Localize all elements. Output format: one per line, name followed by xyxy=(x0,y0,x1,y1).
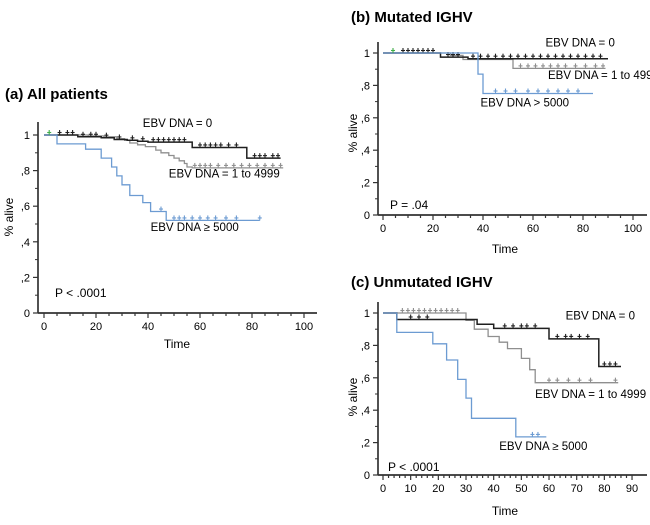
curve-label: EBV DNA = 0 xyxy=(546,38,615,50)
x-tick-label: 0 xyxy=(380,223,386,235)
y-tick-label: ,2 xyxy=(361,438,370,450)
y-tick-label: 0 xyxy=(364,210,370,222)
panel-a-title: (a) All patients xyxy=(5,86,108,103)
panel-a-p-value: P < .0001 xyxy=(55,286,107,300)
y-tick-label: ,4 xyxy=(361,405,370,417)
x-tick-label: 0 xyxy=(41,321,47,333)
x-tick-label: 30 xyxy=(460,483,472,495)
panel-b-title: (b) Mutated IGHV xyxy=(351,9,473,26)
curve-label: EBV DNA ≥ 5000 xyxy=(151,222,239,234)
y-tick-label: ,6 xyxy=(21,201,30,213)
y-tick-label: 0 xyxy=(364,470,370,482)
panel-b-y-axis-label: % alive xyxy=(346,113,360,152)
x-tick-label: 40 xyxy=(142,321,154,333)
panel-a-x-axis-label: Time xyxy=(164,337,191,351)
curve-label: EBV DNA ≥ 5000 xyxy=(499,441,587,453)
panel-c-y-axis-label: % alive xyxy=(346,377,360,416)
x-tick-label: 60 xyxy=(527,223,539,235)
x-tick-label: 20 xyxy=(90,321,102,333)
x-tick-label: 20 xyxy=(432,483,444,495)
y-tick-label: ,2 xyxy=(361,178,370,190)
curve-label: EBV DNA = 0 xyxy=(143,118,212,130)
panel-b-plot-area: 0 20 40 60 80 100 1 ,8 ,6 ,4 ,2 0 EBV DNA = 0 EBV DNA… xyxy=(361,38,650,235)
x-tick-label: 10 xyxy=(405,483,417,495)
y-tick-label: ,8 xyxy=(361,340,370,352)
panel-b-x-axis-label: Time xyxy=(492,242,519,256)
panel-b: (b) Mutated IGHV % alive Time P = .04 0 2… xyxy=(346,9,650,256)
km-curve-c-gray xyxy=(383,312,619,384)
x-tick-label: 60 xyxy=(543,483,555,495)
x-tick-label: 80 xyxy=(598,483,610,495)
panel-c-x-axis-label: Time xyxy=(492,504,519,518)
panel-a: (a) All patients % alive Time P < .0001 … xyxy=(2,86,317,351)
curve-label: EBV DNA = 1 to 4999 xyxy=(169,169,280,181)
km-curve-b-blue xyxy=(383,52,593,95)
x-tick-label: 100 xyxy=(295,321,313,333)
y-tick-label: 1 xyxy=(364,308,370,320)
y-tick-label: ,2 xyxy=(21,272,30,284)
km-curve-a-blue xyxy=(44,134,260,222)
x-tick-label: 80 xyxy=(577,223,589,235)
km-curve-c-blue xyxy=(383,312,547,438)
curve-label: EBV DNA = 1 to 4999 xyxy=(548,70,650,82)
x-tick-label: 40 xyxy=(477,223,489,235)
y-tick-label: 0 xyxy=(24,308,30,320)
panel-a-y-axis-label: % alive xyxy=(2,197,16,236)
panel-a-plot-area: 0 20 40 60 80 100 1 ,8 ,6 ,4 ,2 0 EBV DNA = 0 EBV DNA… xyxy=(21,118,317,333)
panel-b-p-value: P = .04 xyxy=(390,198,428,212)
y-tick-label: ,4 xyxy=(21,237,30,249)
curve-label: EBV DNA = 0 xyxy=(566,310,635,322)
x-tick-label: 0 xyxy=(380,483,386,495)
y-tick-label: ,8 xyxy=(361,80,370,92)
curve-label: EBV DNA = 1 to 4999 xyxy=(535,389,646,401)
x-tick-label: 20 xyxy=(427,223,439,235)
x-tick-label: 80 xyxy=(246,321,258,333)
y-tick-label: ,6 xyxy=(361,113,370,125)
km-curve-a-black xyxy=(44,134,281,159)
y-tick-label: 1 xyxy=(364,48,370,60)
panel-c: (c) Unmutated IGHV % alive Time P < .000… xyxy=(346,274,647,518)
x-tick-label: 100 xyxy=(624,223,642,235)
y-tick-label: 1 xyxy=(24,130,30,142)
y-tick-label: ,4 xyxy=(361,145,370,157)
x-tick-label: 90 xyxy=(626,483,638,495)
x-tick-label: 70 xyxy=(571,483,583,495)
km-curve-a-gray xyxy=(44,134,284,169)
x-tick-label: 50 xyxy=(515,483,527,495)
km-curve-b-gray xyxy=(383,52,606,70)
panel-c-title: (c) Unmutated IGHV xyxy=(351,274,493,291)
y-tick-label: ,6 xyxy=(361,373,370,385)
x-tick-label: 60 xyxy=(194,321,206,333)
y-tick-label: ,8 xyxy=(21,166,30,178)
panel-c-plot-area: 0 10 20 30 40 50 60 70 80 90 1 ,8 ,6 ,4 ,2 0 EBV DNA = 0… xyxy=(361,302,647,495)
x-tick-label: 40 xyxy=(488,483,500,495)
curve-label: EBV DNA > 5000 xyxy=(481,97,570,109)
panel-c-p-value: P < .0001 xyxy=(388,460,440,474)
